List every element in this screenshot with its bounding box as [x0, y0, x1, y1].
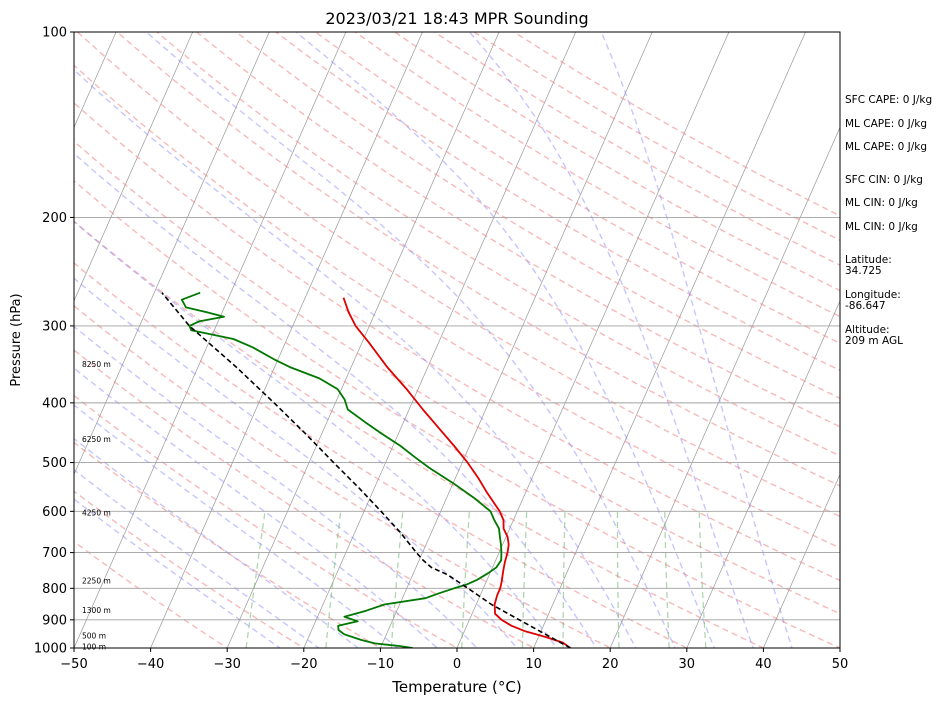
dry-adiabat-line — [116, 32, 840, 487]
height-label: 2250 m — [82, 576, 111, 585]
altitude-info: Altitude: 209 m AGL — [845, 324, 903, 347]
ml-cape-stat: ML CAPE: 0 J/kg — [845, 118, 928, 130]
y-tick-label: 300 — [42, 319, 67, 334]
x-tick-label: 0 — [453, 657, 461, 672]
mixing-ratio-line — [245, 511, 266, 648]
isotherm-line — [74, 32, 270, 476]
ml-cin-stat-2: ML CIN: 0 J/kg — [845, 221, 918, 233]
dry-adiabat-line — [74, 220, 766, 648]
isotherm-line — [763, 473, 840, 648]
isotherm-line — [74, 32, 347, 648]
y-tick-label: 700 — [42, 546, 67, 561]
dry-adiabat-line — [74, 179, 840, 648]
dry-adiabat-line — [74, 262, 689, 648]
moist-adiabat-line — [74, 152, 598, 648]
moist-adiabat-line — [74, 277, 518, 648]
ml-cape-stat-2: ML CAPE: 0 J/kg — [845, 141, 928, 153]
dry-adiabat-line — [74, 540, 229, 648]
mixing-ratio-line — [461, 511, 471, 648]
height-label: 8250 m — [82, 360, 111, 369]
moist-adiabat-line — [145, 32, 676, 648]
height-label: 4250 m — [82, 509, 111, 518]
x-tick-label: −40 — [137, 657, 164, 672]
x-tick-label: −20 — [290, 657, 317, 672]
latitude-info: Latitude: 34.725 — [845, 254, 892, 277]
dry-adiabat-line — [74, 140, 840, 615]
mixing-ratio-line — [698, 511, 707, 648]
height-label: 100 m — [82, 642, 106, 651]
dry-adiabat-line — [74, 349, 536, 648]
chart-title: 2023/03/21 18:43 MPR Sounding — [325, 9, 588, 28]
sfc-cin-stat: SFC CIN: 0 J/kg — [845, 174, 923, 186]
x-axis-label: Temperature (°C) — [391, 678, 521, 696]
dry-adiabat-line — [76, 32, 840, 518]
y-axis-ticks: 100 200 300 400 500 600 700 800 900 1000 — [34, 26, 74, 657]
sfc-cape-stat: SFC CAPE: 0 J/kg — [845, 94, 933, 106]
moist-adiabat-line — [74, 220, 558, 648]
dry-adiabat-line — [156, 32, 840, 457]
dry-adiabat-line — [394, 32, 840, 292]
moist-adiabat-line — [74, 498, 282, 648]
x-tick-label: −30 — [213, 657, 240, 672]
y-axis-label: Pressure (hPa) — [9, 293, 24, 386]
sounding-traces — [161, 291, 571, 648]
dry-adiabat-line — [74, 64, 840, 549]
x-tick-label: 40 — [755, 657, 772, 672]
temperature-profile-line — [342, 297, 571, 648]
ml-cin-stat: ML CIN: 0 J/kg — [845, 197, 918, 209]
x-axis-ticks: −50 −40 −30 −20 −10 0 10 20 30 40 50 — [60, 648, 848, 672]
x-tick-label: −10 — [367, 657, 394, 672]
y-tick-label: 500 — [42, 456, 67, 471]
isotherm-line — [380, 32, 653, 648]
moist-adiabat-line — [74, 325, 478, 648]
moist-adiabat-line — [600, 32, 793, 648]
y-tick-label: 800 — [42, 582, 67, 597]
dry-adiabat-line — [74, 441, 382, 648]
moist-adiabat-line — [468, 32, 754, 648]
height-label: 6250 m — [82, 435, 111, 444]
x-tick-label: 30 — [679, 657, 696, 672]
x-tick-label: −50 — [60, 657, 87, 672]
isotherm-line — [150, 32, 423, 648]
dry-adiabat-line — [74, 102, 840, 582]
mixing-ratio-line — [521, 511, 528, 648]
isotherm-line — [74, 32, 194, 302]
dewpoint-profile-line — [180, 291, 503, 648]
x-tick-label: 50 — [832, 657, 849, 672]
isotherm-line — [226, 32, 500, 648]
height-label: 1300 m — [82, 606, 111, 615]
isotherm-line — [533, 32, 806, 648]
height-label: 500 m — [82, 632, 106, 641]
y-tick-label: 400 — [42, 396, 67, 411]
y-tick-label: 100 — [42, 26, 67, 41]
dry-adiabat-line — [275, 32, 840, 372]
dry-adiabat-line — [74, 304, 612, 648]
moist-adiabat-line — [74, 437, 360, 648]
x-tick-label: 10 — [525, 657, 542, 672]
longitude-info: Longitude: -86.647 — [845, 289, 901, 312]
mixing-ratio-line — [664, 511, 670, 648]
dry-adiabat-line — [74, 490, 306, 648]
y-tick-label: 1000 — [34, 642, 67, 657]
isotherm-line — [303, 32, 577, 648]
y-tick-label: 200 — [42, 211, 67, 226]
x-tick-label: 20 — [602, 657, 619, 672]
y-tick-label: 600 — [42, 505, 67, 520]
dry-adiabat-line — [315, 32, 840, 345]
moist-adiabat-line — [295, 32, 715, 648]
moist-adiabat-line — [74, 468, 320, 648]
moist-adiabat-line — [74, 367, 439, 648]
isotherm-line — [456, 32, 730, 648]
isotherm-line — [686, 300, 840, 648]
y-tick-label: 900 — [42, 613, 67, 628]
dry-adiabat-line — [196, 32, 840, 428]
background-lines — [74, 32, 840, 648]
